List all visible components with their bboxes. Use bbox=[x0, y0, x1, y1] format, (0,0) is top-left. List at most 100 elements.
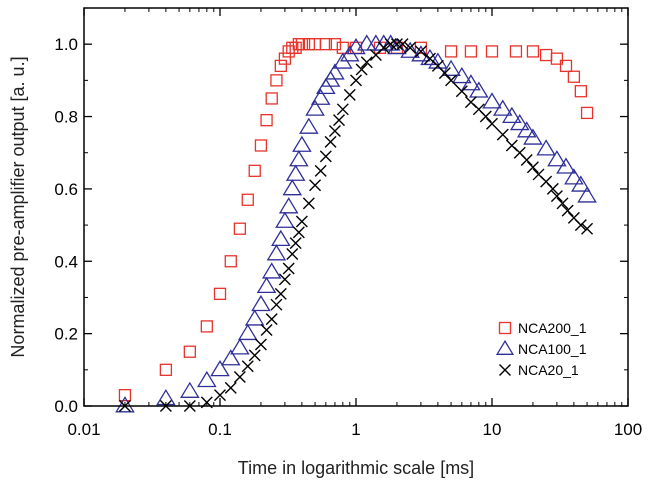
data-point bbox=[295, 38, 309, 51]
data-point bbox=[210, 360, 230, 377]
data-point bbox=[414, 45, 427, 58]
data-point bbox=[282, 179, 303, 196]
x-tick-label: 0.01 bbox=[67, 420, 100, 439]
data-point bbox=[509, 45, 523, 58]
axes: 0.01 0.1 1 10 100 0.0 0.2 0.4 0.6 0.8 1.0 bbox=[54, 7, 642, 439]
data-point bbox=[302, 197, 315, 210]
data-point bbox=[567, 70, 581, 83]
chart-marks bbox=[115, 34, 597, 413]
data-point bbox=[282, 262, 295, 275]
data-point bbox=[278, 197, 299, 214]
data-point bbox=[390, 38, 403, 51]
data-point bbox=[220, 349, 241, 366]
data-point bbox=[265, 92, 278, 105]
data-point bbox=[404, 41, 417, 54]
data-point bbox=[292, 135, 312, 152]
data-point bbox=[285, 164, 306, 181]
data-point bbox=[244, 309, 265, 326]
data-point bbox=[274, 59, 287, 73]
y-tick-label: 0.2 bbox=[54, 325, 78, 344]
data-point bbox=[520, 153, 533, 166]
data-point bbox=[559, 59, 573, 73]
data-point bbox=[485, 45, 499, 58]
data-point bbox=[556, 157, 576, 174]
data-point bbox=[455, 85, 468, 98]
data-point bbox=[580, 106, 594, 120]
data-point bbox=[197, 370, 217, 388]
data-point bbox=[233, 371, 246, 384]
data-point bbox=[536, 139, 556, 156]
data-point bbox=[271, 229, 291, 247]
data-point bbox=[461, 74, 481, 91]
data-point bbox=[261, 262, 282, 279]
data-point bbox=[396, 38, 409, 51]
data-point bbox=[479, 110, 492, 123]
y-axis-title: Normalized pre-amplifier output [a. u.] bbox=[8, 56, 28, 357]
data-point bbox=[254, 338, 267, 351]
data-point bbox=[350, 74, 362, 87]
data-point bbox=[260, 324, 273, 337]
legend-label: NCA100_1 bbox=[518, 341, 587, 357]
data-point bbox=[270, 74, 283, 87]
data-point bbox=[309, 179, 322, 192]
data-point bbox=[289, 237, 302, 250]
data-point bbox=[360, 56, 373, 69]
data-point bbox=[400, 41, 420, 58]
data-point bbox=[574, 85, 587, 98]
data-point bbox=[265, 313, 278, 326]
data-point bbox=[325, 63, 345, 80]
data-point bbox=[319, 38, 332, 51]
data-point bbox=[516, 121, 537, 138]
data-point bbox=[445, 74, 458, 87]
data-point bbox=[230, 338, 250, 355]
x-axis-title: Time in logarithmic scale [ms] bbox=[238, 458, 474, 478]
data-point bbox=[464, 45, 478, 58]
data-point bbox=[118, 388, 132, 402]
data-point bbox=[509, 113, 530, 131]
x-tick-label: 1 bbox=[351, 420, 360, 439]
data-point bbox=[343, 88, 356, 101]
data-point bbox=[248, 349, 261, 362]
x-tick-label: 10 bbox=[483, 420, 502, 439]
data-point bbox=[295, 215, 308, 228]
data-point bbox=[556, 197, 569, 210]
data-point bbox=[241, 360, 254, 373]
data-point bbox=[251, 294, 271, 312]
data-point bbox=[564, 168, 584, 185]
data-point bbox=[496, 128, 509, 141]
data-point bbox=[256, 276, 277, 294]
y-tick-label: 0.4 bbox=[54, 252, 78, 271]
data-point bbox=[289, 41, 302, 54]
legend-marker bbox=[495, 339, 515, 355]
data-point bbox=[237, 323, 258, 341]
data-point bbox=[241, 193, 254, 206]
data-point bbox=[550, 190, 563, 203]
data-point bbox=[270, 298, 283, 311]
data-point bbox=[260, 114, 273, 127]
data-point bbox=[200, 320, 213, 333]
legend-label: NCA20_1 bbox=[518, 362, 579, 378]
y-tick-label: 0.6 bbox=[54, 180, 78, 199]
x-tick-label: 0.1 bbox=[208, 420, 232, 439]
data-point bbox=[482, 92, 502, 109]
data-point bbox=[286, 248, 299, 261]
data-point bbox=[159, 363, 173, 376]
data-point bbox=[308, 38, 322, 51]
data-point bbox=[282, 45, 295, 58]
series-NCA200_1 bbox=[118, 38, 594, 402]
data-point bbox=[577, 186, 597, 203]
data-point bbox=[438, 67, 451, 80]
data-point bbox=[214, 389, 226, 402]
data-point bbox=[289, 150, 309, 167]
data-point bbox=[444, 45, 458, 58]
data-point bbox=[550, 52, 564, 65]
data-point bbox=[224, 381, 237, 394]
data-point bbox=[547, 150, 567, 167]
legend-marker bbox=[498, 321, 512, 335]
data-point bbox=[377, 41, 390, 54]
legend: NCA200_1 NCA100_1 NCA20_1 bbox=[495, 320, 587, 378]
data-point bbox=[314, 164, 327, 177]
data-point bbox=[486, 117, 498, 130]
data-point bbox=[274, 287, 287, 300]
